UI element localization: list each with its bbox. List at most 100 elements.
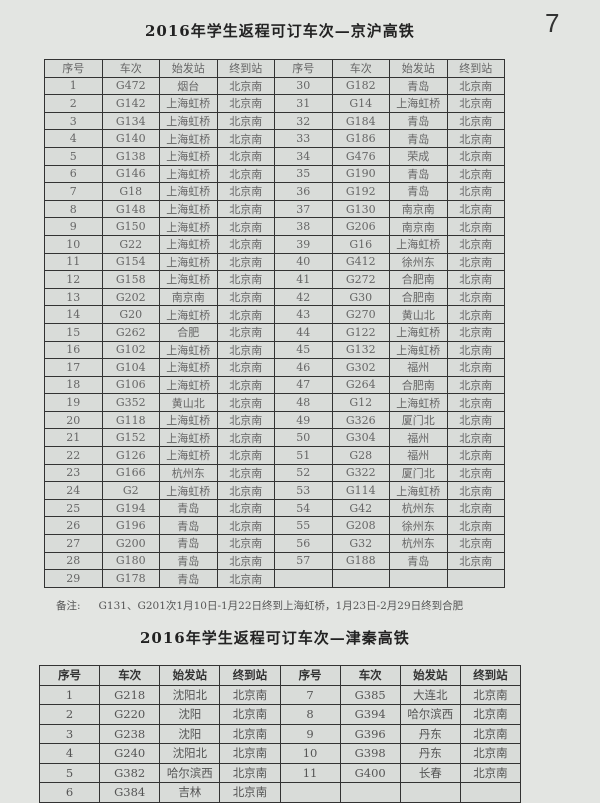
cell-destination: 北京南	[446, 182, 505, 201]
cell-destination: 北京南	[216, 393, 275, 412]
cell-origin: 青岛	[159, 534, 218, 553]
table-row: 1 G218 沈阳北 北京南 7 G385 大连北 北京南	[38, 684, 522, 705]
cell-seq: 11	[279, 762, 341, 783]
cell-origin: 上海虹桥	[159, 146, 218, 166]
cell-destination: 北京南	[216, 94, 275, 113]
cell-seq: 37	[274, 199, 333, 219]
cell-train-no: G218	[99, 684, 161, 705]
cell-destination: 北京南	[446, 516, 505, 536]
cell-destination: 北京南	[216, 498, 275, 518]
cell-seq: 10	[279, 743, 341, 764]
cell-train-no: G396	[339, 723, 401, 744]
cell-destination: 北京南	[446, 252, 505, 272]
cell-seq: 27	[44, 534, 103, 553]
cell-origin: 福州	[389, 358, 448, 377]
cell-destination	[446, 569, 505, 588]
cell-origin: 青岛	[159, 569, 218, 588]
cell-destination: 北京南	[216, 322, 275, 342]
cell-seq: 2	[44, 94, 103, 113]
page-number: 7	[545, 8, 560, 38]
column-header-seq: 序号	[274, 59, 333, 78]
column-header-train-no: 车次	[339, 665, 401, 686]
table-row: 2 G220 沈阳 北京南 8 G394 哈尔滨西 北京南	[38, 704, 522, 725]
cell-train-no: G150	[101, 217, 160, 236]
column-header-destination: 终到站	[216, 59, 275, 78]
cell-origin: 合肥南	[389, 287, 448, 307]
cell-destination: 北京南	[446, 129, 505, 148]
table-row: 3 G238 沈阳 北京南 9 G396 丹东 北京南	[38, 723, 522, 744]
cell-destination: 北京南	[216, 76, 275, 96]
cell-destination: 北京南	[216, 217, 275, 236]
cell-train-no: G192	[331, 182, 390, 201]
table-row: 7 G18 上海虹桥 北京南 36 G192 青岛 北京南	[44, 182, 505, 201]
table-row: 17 G104 上海虹桥 北京南 46 G302 福州 北京南	[44, 358, 505, 377]
cell-seq: 14	[44, 305, 103, 324]
cell-seq: 16	[44, 340, 103, 360]
table-row: 4 G240 沈阳北 北京南 10 G398 丹东 北京南	[38, 743, 522, 764]
cell-destination: 北京南	[216, 551, 275, 571]
cell-seq: 18	[44, 375, 103, 395]
cell-seq: 45	[274, 340, 333, 360]
cell-origin: 上海虹桥	[159, 446, 218, 465]
cell-destination: 北京南	[216, 516, 275, 536]
cell-train-no: G302	[331, 358, 390, 377]
cell-train-no: G148	[101, 199, 160, 219]
cell-seq: 2	[38, 704, 101, 725]
cell-origin: 上海虹桥	[389, 234, 448, 254]
remark-label: 备注:	[56, 600, 81, 612]
table-row: 24 G2 上海虹桥 北京南 53 G114 上海虹桥 北京南	[44, 481, 505, 500]
cell-destination: 北京南	[219, 684, 281, 705]
cell-destination: 北京南	[216, 534, 275, 553]
cell-train-no: G208	[331, 516, 390, 536]
cell-seq: 35	[274, 164, 333, 184]
cell-seq: 44	[274, 322, 333, 342]
cell-train-no: G182	[331, 76, 390, 96]
cell-origin: 青岛	[159, 498, 218, 518]
cell-train-no: G134	[101, 111, 160, 131]
cell-origin: 烟台	[159, 76, 218, 96]
cell-destination: 北京南	[216, 340, 275, 360]
cell-train-no: G194	[101, 498, 160, 518]
cell-seq: 12	[44, 270, 103, 289]
column-header-origin: 始发站	[159, 59, 218, 78]
table-row: 23 G166 杭州东 北京南 52 G322 厦门北 北京南	[44, 463, 505, 483]
cell-train-no: G384	[99, 782, 161, 803]
cell-train-no: G146	[101, 164, 160, 184]
cell-destination: 北京南	[459, 743, 522, 764]
cell-destination: 北京南	[446, 498, 505, 518]
cell-origin: 上海虹桥	[159, 358, 218, 377]
cell-origin: 上海虹桥	[389, 322, 448, 342]
cell-train-no: G188	[331, 551, 390, 571]
column-header-seq: 序号	[44, 59, 103, 78]
cell-train-no: G130	[331, 199, 390, 219]
cell-train-no: G154	[101, 252, 160, 272]
table-row: 13 G202 南京南 北京南 42 G30 合肥南 北京南	[44, 287, 505, 307]
table-row: 19 G352 黄山北 北京南 48 G12 上海虹桥 北京南	[44, 393, 505, 412]
cell-train-no: G206	[331, 217, 390, 236]
cell-origin: 上海虹桥	[159, 481, 218, 500]
cell-train-no: G184	[331, 111, 390, 131]
cell-train-no: G220	[99, 704, 161, 725]
cell-origin: 上海虹桥	[159, 182, 218, 201]
cell-train-no: G30	[331, 287, 390, 307]
cell-origin: 上海虹桥	[159, 305, 218, 324]
cell-destination: 北京南	[446, 410, 505, 430]
table-row: 28 G180 青岛 北京南 57 G188 青岛 北京南	[44, 551, 505, 571]
table2-title: 2016年学生返程可订车次—津秦高铁	[140, 629, 410, 647]
cell-seq: 13	[44, 287, 103, 307]
cell-destination: 北京南	[216, 305, 275, 324]
cell-train-no: G304	[331, 428, 390, 448]
table-row: 8 G148 上海虹桥 北京南 37 G130 南京南 北京南	[44, 199, 505, 219]
cell-destination: 北京南	[446, 322, 505, 342]
cell-train-no: G102	[101, 340, 160, 360]
cell-seq: 1	[38, 684, 101, 705]
column-header-seq: 序号	[279, 665, 341, 686]
cell-train-no	[339, 782, 401, 803]
cell-destination: 北京南	[459, 723, 522, 744]
cell-seq	[274, 569, 333, 588]
cell-seq: 11	[44, 252, 103, 272]
cell-destination: 北京南	[216, 146, 275, 166]
cell-destination: 北京南	[216, 375, 275, 395]
cell-train-no: G472	[101, 76, 160, 96]
column-header-destination: 终到站	[219, 665, 281, 686]
